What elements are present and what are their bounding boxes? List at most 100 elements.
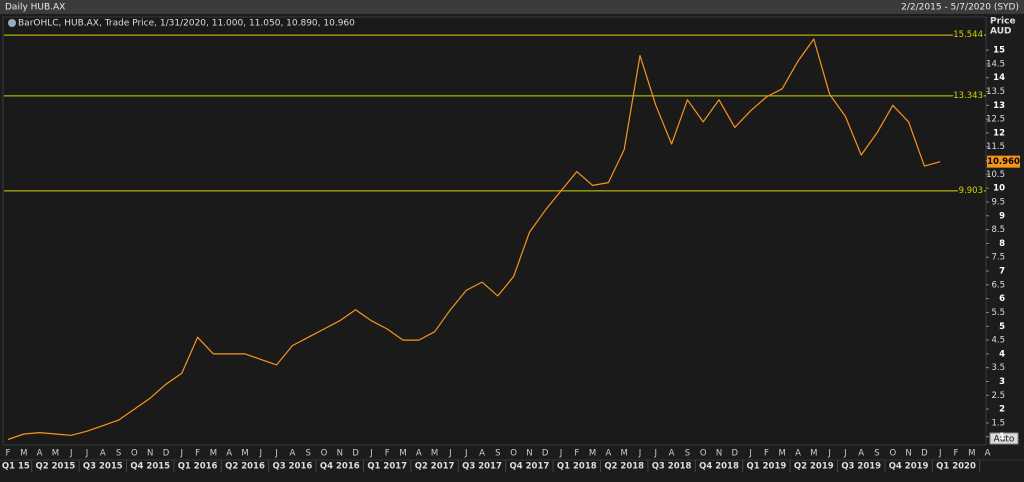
legend-text: BarOHLC, HUB.AX, Trade Price, 1/31/2020,… xyxy=(18,19,355,29)
x-month-label: M xyxy=(779,449,786,459)
y-axis-unit: AUD xyxy=(990,27,1011,37)
y-tick-label: 8 xyxy=(999,239,1005,249)
y-tick-label: 7 xyxy=(999,267,1005,277)
x-month-label: N xyxy=(147,449,153,459)
reference-label: 13.343 xyxy=(953,91,983,101)
x-month-label: F xyxy=(6,449,11,459)
x-month-label: J xyxy=(748,449,752,459)
x-month-label: M xyxy=(810,449,817,459)
x-month-label: N xyxy=(905,449,911,459)
x-month-label: A xyxy=(416,449,422,459)
y-tick-label: 4 xyxy=(999,349,1005,359)
x-month-label: D xyxy=(163,449,170,459)
x-month-label: S xyxy=(116,449,121,459)
x-month-label: A xyxy=(100,449,106,459)
y-tick-label: 14.5 xyxy=(986,59,1005,69)
y-tick-label: 12 xyxy=(993,128,1005,138)
y-tick-label: 4.5 xyxy=(991,336,1005,346)
x-month-label: J xyxy=(85,449,89,459)
x-month-label: J xyxy=(464,449,468,459)
x-month-label: N xyxy=(337,449,343,459)
y-tick-label: 13.5 xyxy=(986,87,1005,97)
x-month-label: J xyxy=(69,449,73,459)
x-month-label: S xyxy=(874,449,879,459)
y-tick-label: 10 xyxy=(993,184,1005,194)
x-quarter-label: Q2 2015 xyxy=(36,462,76,472)
y-tick-label: 6.5 xyxy=(991,280,1005,290)
date-range: 2/2/2015 - 5/7/2020 (SYD) xyxy=(901,3,1019,13)
plot-area xyxy=(2,16,987,446)
x-month-label: F xyxy=(954,449,959,459)
x-month-label: A xyxy=(669,449,675,459)
x-month-label: M xyxy=(241,449,248,459)
x-quarter-label: Q4 2019 xyxy=(889,462,929,472)
x-month-label: A xyxy=(858,449,864,459)
reference-label: 9.903 xyxy=(959,186,983,196)
y-tick-label: 1.5 xyxy=(991,418,1005,428)
x-month-label: A xyxy=(289,449,295,459)
x-month-label: J xyxy=(938,449,942,459)
auto-button[interactable] xyxy=(989,432,1019,445)
x-quarter-label: Q2 2018 xyxy=(604,462,644,472)
y-tick-label: 9.5 xyxy=(991,197,1005,207)
x-month-label: M xyxy=(399,449,406,459)
y-tick-label: 14 xyxy=(993,73,1005,83)
y-tick-label: 3 xyxy=(999,377,1005,387)
x-quarter-label: Q3 2016 xyxy=(273,462,313,472)
x-month-label: F xyxy=(574,449,579,459)
y-tick-label: 5 xyxy=(999,322,1005,332)
x-month-label: M xyxy=(431,449,438,459)
x-quarter-label: Q4 2017 xyxy=(510,462,550,472)
y-tick-label: 2 xyxy=(999,405,1005,415)
y-tick-label: 13 xyxy=(993,101,1005,111)
last-price-label: 10.960 xyxy=(987,157,1020,167)
x-month-label: J xyxy=(827,449,831,459)
x-month-label: J xyxy=(843,449,847,459)
x-quarter-label: Q2 2019 xyxy=(794,462,834,472)
y-tick-label: 1 xyxy=(999,432,1005,442)
legend-icon xyxy=(8,19,16,27)
y-tick-label: 8.5 xyxy=(991,225,1005,235)
auto-button-label[interactable]: Auto xyxy=(994,435,1015,445)
x-month-label: F xyxy=(195,449,200,459)
x-month-label: J xyxy=(638,449,642,459)
x-month-label: D xyxy=(542,449,549,459)
x-month-label: A xyxy=(226,449,232,459)
x-month-label: O xyxy=(131,449,138,459)
x-month-label: A xyxy=(479,449,485,459)
x-quarter-label: Q2 2016 xyxy=(225,462,265,472)
y-tick-label: 5.5 xyxy=(991,308,1005,318)
x-month-label: F xyxy=(764,449,769,459)
x-month-label: J xyxy=(259,449,263,459)
x-month-label: A xyxy=(605,449,611,459)
x-quarter-label: Q3 2017 xyxy=(462,462,502,472)
x-quarter-label: Q1 2020 xyxy=(936,462,976,472)
x-month-label: O xyxy=(321,449,328,459)
x-month-label: A xyxy=(985,449,991,459)
x-month-label: O xyxy=(510,449,517,459)
y-tick-label: 9 xyxy=(999,211,1005,221)
x-month-label: J xyxy=(448,449,452,459)
chart-title: Daily HUB.AX xyxy=(5,3,65,13)
y-tick-label: 7.5 xyxy=(991,253,1005,263)
x-month-label: A xyxy=(37,449,43,459)
x-quarter-label: Q4 2018 xyxy=(699,462,739,472)
y-tick-label: 6 xyxy=(999,294,1005,304)
x-month-label: J xyxy=(180,449,184,459)
x-month-label: M xyxy=(210,449,217,459)
y-tick-label: 10.5 xyxy=(986,170,1005,180)
x-month-label: S xyxy=(685,449,690,459)
x-quarter-label: Q3 2015 xyxy=(83,462,123,472)
x-month-label: J xyxy=(369,449,373,459)
x-month-label: D xyxy=(921,449,928,459)
x-month-label: A xyxy=(795,449,801,459)
x-quarter-label: Q4 2015 xyxy=(130,462,170,472)
x-month-label: S xyxy=(495,449,500,459)
x-month-label: J xyxy=(274,449,278,459)
x-quarter-label: Q4 2016 xyxy=(320,462,360,472)
x-month-label: S xyxy=(305,449,310,459)
x-month-label: N xyxy=(716,449,722,459)
x-quarter-label: Q1 2016 xyxy=(178,462,218,472)
price-line xyxy=(7,38,941,441)
